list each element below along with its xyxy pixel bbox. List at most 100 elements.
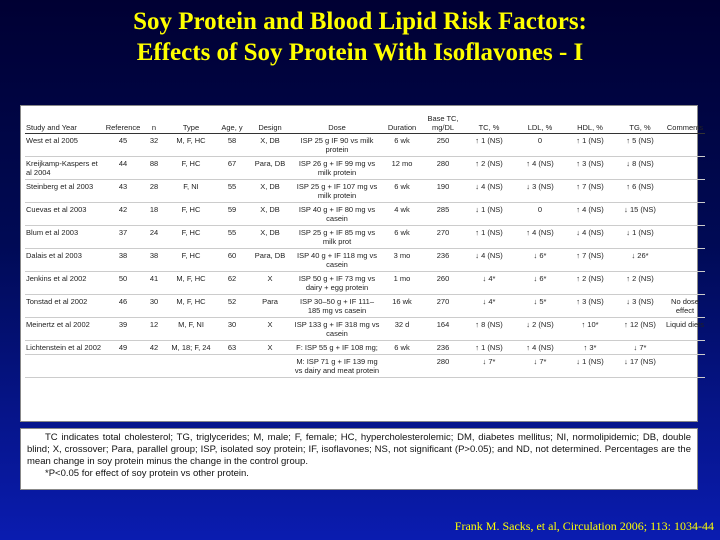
column-header: TG, % [615, 109, 665, 134]
table-cell: ↓ 3 (NS) [515, 179, 565, 203]
table-cell: X, DB [247, 133, 293, 157]
footnote-box: TC indicates total cholesterol; TG, trig… [20, 428, 698, 490]
table-cell: Para, DB [247, 248, 293, 272]
table-cell: Tonstad et al 2002 [25, 294, 103, 318]
table-cell [665, 202, 705, 226]
table-cell: 12 [143, 317, 165, 341]
table-cell: ↓ 15 (NS) [615, 202, 665, 226]
table-cell: Meinertz et al 2002 [25, 317, 103, 341]
table-cell: M, F, HC [165, 133, 217, 157]
table-cell: 164 [423, 317, 463, 341]
column-header: HDL, % [565, 109, 615, 134]
table-cell: 63 [217, 340, 247, 355]
table-cell: F, HC [165, 225, 217, 249]
table-cell: 0 [515, 202, 565, 226]
table-cell [665, 354, 705, 378]
table-cell: ↑ 4 (NS) [515, 340, 565, 355]
table-cell: Steinberg et al 2003 [25, 179, 103, 203]
table-cell: 52 [217, 294, 247, 318]
table-cell: Para, DB [247, 156, 293, 180]
table-cell: Kreijkamp-Kaspers et al 2004 [25, 156, 103, 180]
table-cell: ISP 25 g + IF 85 mg vs milk prot [293, 225, 381, 249]
table-cell: No dose effect [665, 294, 705, 318]
table-cell: F, HC [165, 202, 217, 226]
table-cell: ↑ 1 (NS) [565, 133, 615, 157]
table-cell: ↓ 8 (NS) [615, 156, 665, 180]
table-cell: ↓ 7* [615, 340, 665, 355]
table-cell: ↑ 12 (NS) [615, 317, 665, 341]
table-cell [665, 133, 705, 157]
table-cell: ↑ 3 (NS) [565, 156, 615, 180]
column-header: Base TC, mg/DL [423, 109, 463, 134]
table-cell: F: ISP 55 g + IF 108 mg; [293, 340, 381, 355]
table-cell: M, 18; F, 24 [165, 340, 217, 355]
table-cell [103, 354, 143, 378]
table-cell: 32 [143, 133, 165, 157]
table-cell: 55 [217, 225, 247, 249]
table-cell: Jenkins et al 2002 [25, 271, 103, 295]
column-header: Age, y [217, 109, 247, 134]
table-cell: X, DB [247, 225, 293, 249]
table-cell: ↓ 7* [515, 354, 565, 378]
table-cell: 260 [423, 271, 463, 295]
table-cell: ↓ 4* [463, 271, 515, 295]
table-row: Jenkins et al 2002 50 41 M, F, HC 62 X ISP 50 … [25, 271, 705, 295]
table-cell: ↓ 3 (NS) [615, 294, 665, 318]
table-cell: 30 [143, 294, 165, 318]
table-cell: ↓ 6* [515, 248, 565, 272]
table-cell: F, HC [165, 156, 217, 180]
table-cell: X [247, 271, 293, 295]
table-box: Study and Year Reference n Type Age, y Design… [20, 105, 705, 422]
table-cell: ↑ 4 (NS) [565, 202, 615, 226]
table-cell: ↓ 17 (NS) [615, 354, 665, 378]
table-cell: X [247, 317, 293, 341]
table-cell: ↓ 2 (NS) [515, 317, 565, 341]
table-cell: ↓ 4 (NS) [565, 225, 615, 249]
table-cell: 280 [423, 156, 463, 180]
table-cell: ↑ 6 (NS) [615, 179, 665, 203]
table-cell: ISP 40 g + IF 118 mg vs casein [293, 248, 381, 272]
table-cell: 55 [217, 179, 247, 203]
table-cell [381, 354, 423, 378]
table-cell: ISP 30–50 g + IF 111–185 mg vs casein [293, 294, 381, 318]
table-row: Tonstad et al 2002 46 30 M, F, HC 52 Para ISP … [25, 294, 705, 318]
table-cell: 0 [515, 133, 565, 157]
table-cell: 60 [217, 248, 247, 272]
table-cell: 49 [103, 340, 143, 355]
table-cell: M, F, NI [165, 317, 217, 341]
table-cell: 39 [103, 317, 143, 341]
table-cell: X [247, 340, 293, 355]
column-header: Design [247, 109, 293, 134]
table-cell: Dalais et al 2003 [25, 248, 103, 272]
table-cell: ↓ 6* [515, 271, 565, 295]
table-cell: 250 [423, 133, 463, 157]
table-cell: Para [247, 294, 293, 318]
column-header: Type [165, 109, 217, 134]
table-cell: F, HC [165, 248, 217, 272]
column-header: Comments [665, 109, 705, 134]
table-cell: Liquid diets [665, 317, 705, 341]
table-row: M: ISP 71 g + IF 139 mg vs dairy and mea… [25, 354, 705, 378]
table-cell: 58 [217, 133, 247, 157]
table-cell: 24 [143, 225, 165, 249]
column-header: Duration [381, 109, 423, 134]
table-cell: ↑ 5 (NS) [615, 133, 665, 157]
footnote-significance: *P<0.05 for effect of soy protein vs oth… [45, 468, 249, 479]
footnote: TC indicates total cholesterol; TG, trig… [27, 432, 691, 467]
table-row: West et al 2005 45 32 M, F, HC 58 X, DB ISP 25… [25, 133, 705, 157]
table-cell: 18 [143, 202, 165, 226]
table-row: Kreijkamp-Kaspers et al 2004 44 88 F, HC 67 P… [25, 156, 705, 180]
table-cell: ↑ 4 (NS) [515, 225, 565, 249]
table-cell: 236 [423, 248, 463, 272]
table-cell: 38 [143, 248, 165, 272]
table-cell: ↑ 1 (NS) [463, 340, 515, 355]
table-cell: 280 [423, 354, 463, 378]
table-cell: ISP 25 g + IF 107 mg vs milk protein [293, 179, 381, 203]
column-header: LDL, % [515, 109, 565, 134]
table-cell: Blum et al 2003 [25, 225, 103, 249]
table-cell: ↑ 2 (NS) [565, 271, 615, 295]
title-line: Soy Protein and Blood Lipid Risk Factors… [133, 8, 587, 35]
table-cell: 6 wk [381, 179, 423, 203]
table-cell: 46 [103, 294, 143, 318]
